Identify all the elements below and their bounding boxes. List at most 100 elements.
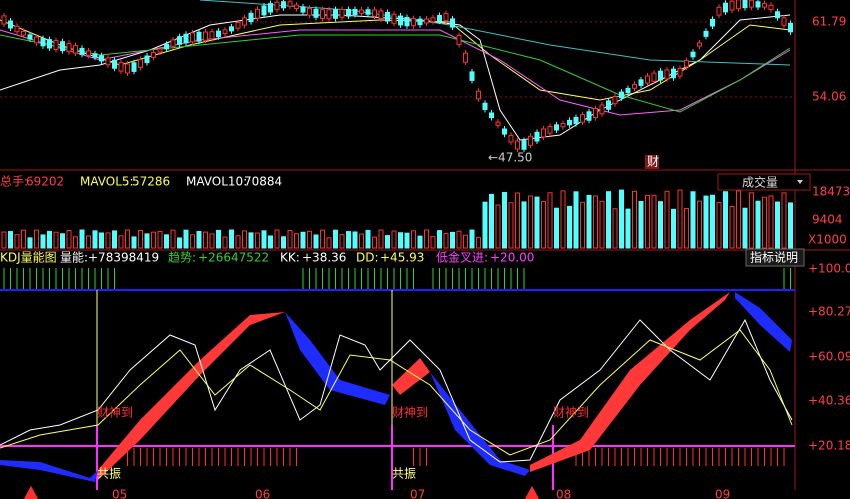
candle-body — [593, 108, 598, 119]
candle-body — [60, 41, 65, 52]
candle-body — [274, 1, 280, 11]
candle-body — [216, 30, 221, 38]
volume-bar — [560, 190, 566, 249]
candle-body — [86, 50, 91, 56]
signal-text: 财神到 — [97, 406, 133, 420]
volume-bar — [430, 236, 436, 249]
candle-body — [378, 10, 384, 20]
volume-bar — [365, 229, 371, 249]
candle-body — [625, 88, 631, 94]
candle-body — [391, 13, 397, 24]
volume-value: 69202 — [26, 175, 64, 189]
kdj-value: +38.36 — [302, 251, 346, 265]
ribbon — [392, 358, 430, 395]
candle-body — [534, 131, 540, 142]
volume-bar — [333, 229, 338, 249]
volume-bar — [502, 191, 507, 249]
volume-bar — [677, 189, 683, 249]
volume-bar — [287, 230, 293, 249]
volume-label: MAVOL10: — [186, 175, 247, 189]
volume-bar — [417, 235, 423, 249]
candle-body — [528, 135, 533, 146]
volume-bar — [554, 207, 559, 249]
candle-body — [541, 128, 546, 138]
kdj-axis-label: +60.09 — [808, 350, 850, 364]
candle-body — [463, 52, 468, 63]
volume-bar — [755, 200, 761, 249]
volume-bar — [235, 235, 241, 249]
signal-text: 财神到 — [553, 406, 589, 420]
volume-bar — [437, 230, 442, 249]
candle-body — [476, 90, 481, 100]
candle-body — [437, 15, 442, 22]
candle-body — [352, 8, 358, 16]
candle-body — [21, 30, 26, 36]
volume-bar — [99, 232, 104, 249]
candle-body — [203, 31, 208, 41]
candle-body — [255, 8, 260, 19]
volume-bar — [281, 236, 286, 249]
volume-bar — [547, 192, 553, 249]
volume-bar — [268, 235, 273, 249]
candle-body — [768, 4, 774, 11]
candle-body — [112, 59, 117, 69]
candle-body — [671, 68, 676, 79]
resonance-text: 共振 — [97, 467, 121, 481]
help-button[interactable]: 指标说明 — [750, 250, 798, 265]
volume-bar — [742, 207, 748, 249]
candle-body — [105, 57, 111, 66]
volume-bar — [489, 193, 494, 249]
candle-body — [424, 18, 429, 24]
volume-bar — [664, 190, 670, 249]
low-marker: ←47.50 — [488, 151, 532, 165]
volume-bar — [690, 191, 696, 249]
volume-value: 57286 — [132, 175, 170, 189]
ribbon — [530, 292, 730, 472]
volume-bar — [21, 229, 26, 249]
volume-label: MAVOL5: — [80, 175, 134, 189]
candle-body — [196, 31, 202, 42]
volume-bar — [762, 196, 767, 249]
selector-box[interactable] — [717, 173, 811, 191]
volume-bar — [164, 234, 169, 249]
volume-bar — [60, 233, 65, 249]
volume-bar — [645, 194, 650, 249]
candle-body — [469, 71, 475, 81]
volume-bar — [788, 202, 793, 249]
candle-body — [235, 21, 241, 29]
candle-body — [742, 0, 748, 9]
candle-body — [385, 11, 390, 22]
volume-bar — [183, 229, 189, 249]
volume-bar — [53, 231, 59, 249]
volume-bar — [697, 200, 702, 249]
candle-body — [586, 111, 592, 121]
candle-body — [53, 40, 59, 50]
candle-body — [300, 6, 306, 13]
candle-body — [157, 48, 163, 53]
volume-bar — [229, 229, 234, 249]
candle-body — [92, 53, 98, 58]
volume-axis-label: 9404 — [812, 213, 843, 227]
volume-bar — [326, 237, 332, 249]
volume-bar — [118, 235, 124, 249]
candle-body — [222, 29, 228, 35]
kdj-label: 低金叉进: — [436, 250, 488, 265]
kdj-axis-label: +20.18 — [808, 439, 850, 453]
volume-bar — [424, 229, 429, 249]
kdj-value: +45.93 — [380, 251, 424, 265]
candle-body — [450, 18, 455, 28]
volume-label: 总手: — [0, 175, 28, 189]
volume-bar — [131, 236, 137, 249]
volume-bar — [177, 237, 182, 249]
candle-body — [346, 8, 351, 17]
indicator-selector[interactable]: 成交量 — [742, 175, 778, 190]
candle-body — [690, 51, 696, 58]
volume-bar — [723, 191, 728, 249]
volume-bar — [521, 201, 527, 249]
candle-body — [703, 30, 709, 37]
candle-body — [482, 102, 488, 110]
help-button-box[interactable] — [745, 248, 805, 267]
candle-body — [190, 32, 195, 43]
volume-bar — [671, 208, 676, 249]
